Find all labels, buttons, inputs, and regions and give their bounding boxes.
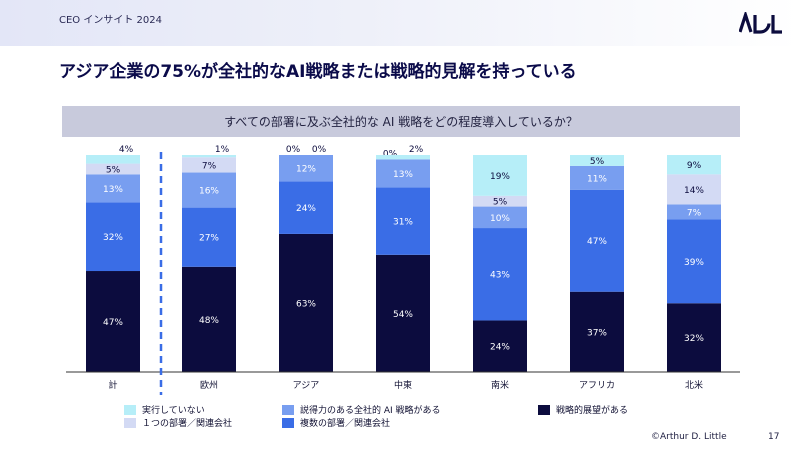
bar-segment bbox=[279, 233, 333, 372]
x-tick-label: 中東 bbox=[394, 379, 412, 391]
stacked-bar-chart: 47% 32% 13% 5% 4% 計 48% 27% 16% 7% 1% 欧州 63% 24% 12% 0%… bbox=[66, 145, 740, 395]
data-label: 32% bbox=[684, 334, 704, 344]
data-label: 12% bbox=[296, 165, 316, 175]
legend-label-one-dept: １つの部署／関連会社 bbox=[142, 419, 233, 429]
bar-segment bbox=[182, 266, 236, 372]
legend-swatch-convincing-strategy bbox=[282, 404, 294, 415]
bar-segment bbox=[473, 206, 527, 229]
data-label: 0% bbox=[383, 149, 398, 159]
legend-item-convincing-strategy: 説得力のある全社的 AI 戦略がある bbox=[282, 403, 441, 416]
bar-segment bbox=[473, 195, 527, 207]
report-label: CEO インサイト 2024 bbox=[59, 15, 162, 26]
bar-segment bbox=[570, 155, 624, 166]
legend-swatch-not-implemented bbox=[124, 404, 136, 415]
page-number: 17 bbox=[768, 432, 780, 442]
legend-label-convincing-strategy: 説得力のある全社的 AI 戦略がある bbox=[300, 406, 441, 416]
data-label: 19% bbox=[490, 172, 510, 182]
bar-segment bbox=[376, 159, 430, 188]
data-label: 31% bbox=[393, 218, 413, 228]
bar-segment bbox=[182, 157, 236, 173]
bar-segment bbox=[86, 202, 140, 272]
page-title: アジア企業の75%が全社的なAI戦略または戦略的見解を持っている bbox=[59, 62, 577, 82]
data-label: 2% bbox=[409, 145, 424, 155]
x-tick-label: 南米 bbox=[491, 379, 509, 391]
copyright: ©Arthur D. Little bbox=[651, 432, 727, 442]
data-label: 47% bbox=[103, 318, 123, 328]
survey-question: すべての部署に及ぶ全社的な AI 戦略をどの程度導入しているか？ bbox=[62, 106, 740, 137]
legend-item-multiple-depts: 複数の部署／関連会社 bbox=[282, 416, 390, 429]
data-label: 27% bbox=[199, 234, 219, 244]
x-tick-label: 北米 bbox=[685, 379, 703, 391]
data-label: 13% bbox=[103, 185, 123, 195]
bar-segment bbox=[279, 155, 333, 182]
bar-segment bbox=[667, 303, 721, 372]
data-label: 16% bbox=[199, 187, 219, 197]
data-label: 11% bbox=[587, 174, 607, 184]
bar-segment bbox=[473, 320, 527, 372]
data-label: 7% bbox=[202, 161, 217, 171]
bar-segment bbox=[473, 228, 527, 321]
bar-segment bbox=[376, 155, 430, 160]
bar-segment bbox=[86, 174, 140, 203]
header-band bbox=[0, 0, 800, 46]
legend-swatch-one-dept bbox=[124, 417, 136, 428]
bar-segment bbox=[667, 219, 721, 304]
x-tick-label: アフリカ bbox=[579, 380, 615, 391]
bar-segment bbox=[473, 155, 527, 196]
data-label: 10% bbox=[490, 214, 510, 224]
data-label: 7% bbox=[687, 208, 702, 218]
legend-label-strategic-view: 戦略的展望がある bbox=[556, 406, 629, 416]
data-label: 47% bbox=[587, 237, 607, 247]
data-label: 0% bbox=[312, 145, 327, 155]
bar-segment bbox=[570, 189, 624, 292]
data-label: 13% bbox=[393, 170, 413, 180]
data-label: 54% bbox=[393, 310, 413, 320]
data-label: 24% bbox=[490, 343, 510, 353]
x-tick-label: 欧州 bbox=[200, 379, 218, 391]
bar-segment bbox=[182, 155, 236, 158]
bar-segment bbox=[667, 174, 721, 205]
data-label: 5% bbox=[493, 198, 508, 208]
bar-segment bbox=[667, 155, 721, 175]
bar-segment bbox=[279, 181, 333, 234]
bar-segment bbox=[570, 165, 624, 190]
legend-swatch-strategic-view bbox=[538, 404, 550, 415]
legend-item-strategic-view: 戦略的展望がある bbox=[538, 403, 628, 416]
data-label: 5% bbox=[106, 165, 121, 175]
x-tick-label: アジア bbox=[293, 381, 320, 391]
data-label: 4% bbox=[119, 145, 134, 155]
data-label: 43% bbox=[490, 271, 510, 281]
data-label: 24% bbox=[296, 204, 316, 214]
bar-segment bbox=[667, 204, 721, 220]
data-label: 14% bbox=[684, 186, 704, 196]
bar-segment bbox=[182, 172, 236, 208]
data-label: 9% bbox=[687, 161, 702, 171]
legend-label-multiple-depts: 複数の部署／関連会社 bbox=[300, 419, 391, 429]
data-label: 48% bbox=[199, 316, 219, 326]
data-label: 0% bbox=[286, 145, 301, 155]
legend-item-one-dept: １つの部署／関連会社 bbox=[124, 416, 232, 429]
legend-label-not-implemented: 実行していない bbox=[142, 406, 205, 416]
bar-segment bbox=[86, 163, 140, 175]
bar-segment bbox=[570, 291, 624, 372]
legend-swatch-multiple-depts bbox=[282, 417, 294, 428]
bar-segment bbox=[86, 155, 140, 164]
bar-segment bbox=[376, 254, 430, 372]
legend-item-not-implemented: 実行していない bbox=[124, 403, 205, 416]
bar-segment bbox=[86, 271, 140, 372]
data-label: 5% bbox=[590, 157, 605, 167]
bar-segment bbox=[182, 207, 236, 267]
data-label: 32% bbox=[103, 233, 123, 243]
adl-logo-icon bbox=[739, 12, 782, 34]
data-label: 1% bbox=[215, 145, 230, 155]
data-label: 39% bbox=[684, 258, 704, 268]
data-label: 37% bbox=[587, 328, 607, 338]
x-tick-label: 計 bbox=[108, 379, 117, 391]
survey-question-text: すべての部署に及ぶ全社的な AI 戦略をどの程度導入しているか？ bbox=[224, 115, 578, 129]
bar-segment bbox=[376, 187, 430, 255]
data-label: 63% bbox=[296, 299, 316, 309]
